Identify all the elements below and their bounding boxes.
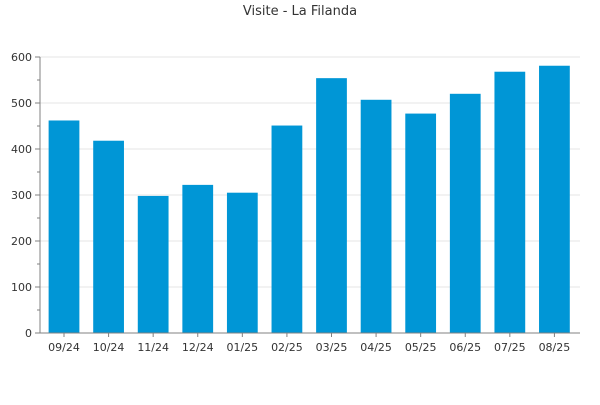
- y-tick-label: 100: [11, 281, 32, 294]
- x-tick-label: 01/25: [226, 341, 258, 354]
- x-tick-label: 02/25: [271, 341, 303, 354]
- bar: [48, 120, 80, 333]
- bar: [449, 93, 481, 333]
- x-tick-label: 05/25: [405, 341, 437, 354]
- bar: [405, 113, 437, 333]
- bar: [182, 184, 214, 333]
- x-tick-label: 03/25: [316, 341, 348, 354]
- chart-title: Visite - La Filanda: [242, 4, 358, 19]
- x-tick-label: 10/24: [93, 341, 125, 354]
- y-tick-label: 500: [11, 97, 32, 110]
- x-tick-label: 07/25: [494, 341, 526, 354]
- y-tick-label: 200: [11, 235, 32, 248]
- y-tick-label: 0: [25, 327, 32, 340]
- x-tick-label: 04/25: [360, 341, 392, 354]
- x-tick-label: 09/24: [48, 341, 80, 354]
- bar: [93, 140, 124, 333]
- bar: [271, 125, 303, 333]
- grid-lines: [40, 56, 580, 288]
- bar: [137, 195, 169, 333]
- y-tick-label: 400: [11, 143, 32, 156]
- y-tick-label: 600: [11, 51, 32, 64]
- bar: [360, 99, 392, 333]
- bar: [539, 65, 570, 334]
- x-tick-label: 11/24: [137, 341, 169, 354]
- x-tick-label: 06/25: [449, 341, 481, 354]
- bars: [48, 65, 570, 334]
- bar: [226, 192, 258, 333]
- x-tick-label: 08/25: [539, 341, 571, 354]
- y-tick-label: 300: [11, 189, 32, 202]
- bar: [494, 71, 526, 333]
- tick-labels: 0 100 200 300 400 500 600 09/24 10/24 11/24 12/24 0…: [11, 51, 570, 354]
- bar: [316, 78, 347, 333]
- axes: [35, 56, 580, 337]
- x-tick-label: 12/24: [182, 341, 214, 354]
